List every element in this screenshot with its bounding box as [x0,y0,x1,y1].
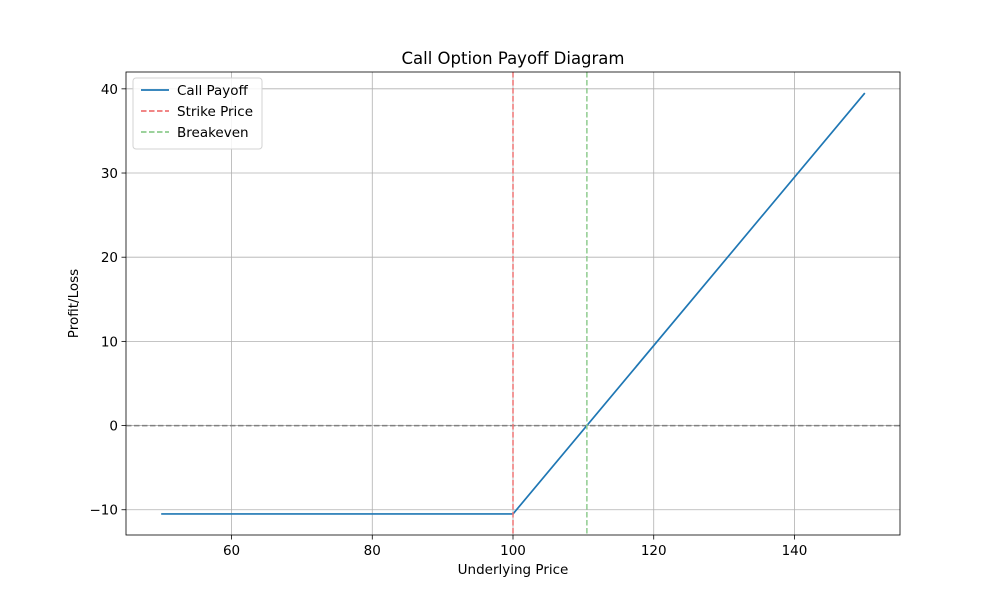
y-tick-label: 30 [101,166,118,182]
legend-label-breakeven: Breakeven [177,125,249,141]
y-tick-label: 0 [109,419,118,435]
series-lines [161,72,866,535]
x-axis-label: Underlying Price [458,562,569,578]
legend: Call Payoff Strike Price Breakeven [132,77,263,150]
legend-label-call-payoff: Call Payoff [177,83,249,99]
ticks: 60 80 100 120 140 −10 0 10 20 30 40 [90,82,808,559]
x-tick-label: 60 [223,543,240,559]
chart-title: Call Option Payoff Diagram [402,49,625,68]
x-tick-label: 120 [641,543,667,559]
x-tick-label: 100 [500,543,526,559]
y-axis-label: Profit/Loss [66,269,82,338]
legend-label-strike-price: Strike Price [177,104,253,120]
y-tick-label: 20 [101,250,118,266]
y-tick-label: 40 [101,82,118,98]
x-tick-label: 80 [364,543,381,559]
x-tick-label: 140 [782,543,808,559]
y-tick-label: 10 [101,334,118,350]
y-tick-label: −10 [90,503,119,519]
